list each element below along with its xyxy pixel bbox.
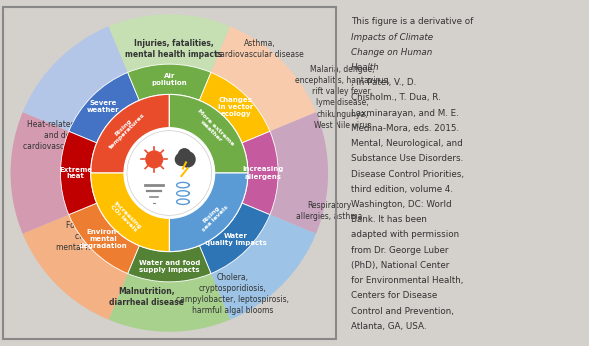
Text: Change on Human: Change on Human — [351, 48, 432, 57]
Text: third edition, volume 4.: third edition, volume 4. — [351, 185, 453, 194]
Wedge shape — [11, 112, 170, 234]
Text: Rising
sea levels: Rising sea levels — [197, 201, 229, 233]
Text: Water and food
supply impacts: Water and food supply impacts — [138, 260, 200, 273]
Wedge shape — [200, 72, 270, 143]
Text: Atlanta, GA, USA.: Atlanta, GA, USA. — [351, 322, 426, 331]
Text: Injuries, fatalities,
mental health impacts: Injuries, fatalities, mental health impa… — [125, 39, 223, 59]
Wedge shape — [170, 94, 248, 173]
Text: Respiratory
allergies, asthma: Respiratory allergies, asthma — [296, 201, 363, 221]
Text: Laxminarayan, and M. E.: Laxminarayan, and M. E. — [351, 109, 459, 118]
Wedge shape — [170, 173, 316, 320]
Text: Increasing
allergens: Increasing allergens — [243, 166, 284, 180]
Wedge shape — [91, 94, 170, 173]
Wedge shape — [128, 64, 211, 100]
Circle shape — [180, 152, 195, 167]
Text: Severe
weather: Severe weather — [87, 100, 120, 113]
Wedge shape — [22, 173, 170, 320]
Text: Malaria, dengue,
encephalitis, hantavirus,
rift valley fever,
lyme disease,
chik: Malaria, dengue, encephalitis, hantaviru… — [295, 65, 390, 130]
Circle shape — [178, 149, 190, 161]
Text: Water
quality impacts: Water quality impacts — [205, 233, 267, 246]
Wedge shape — [69, 203, 139, 274]
Text: Disease Control Priorities,: Disease Control Priorities, — [351, 170, 464, 179]
Text: Bank. It has been: Bank. It has been — [351, 215, 427, 224]
Text: for Environmental Health,: for Environmental Health, — [351, 276, 464, 285]
Text: Environ-
mental
degradation: Environ- mental degradation — [79, 229, 127, 249]
Text: adapted with permission: adapted with permission — [351, 230, 459, 239]
Text: Changes
in vector
ecology: Changes in vector ecology — [218, 97, 253, 117]
Circle shape — [176, 153, 187, 165]
Text: This figure is a derivative of: This figure is a derivative of — [351, 17, 474, 26]
Text: Heat-related illness
and death,
cardiovascular failure: Heat-related illness and death, cardiova… — [23, 120, 106, 151]
Text: Malnutrition,
diarrheal disease: Malnutrition, diarrheal disease — [109, 287, 184, 307]
Text: More extreme
weather: More extreme weather — [192, 108, 234, 151]
Text: Washington, DC: World: Washington, DC: World — [351, 200, 452, 209]
Circle shape — [91, 94, 248, 252]
Text: Asthma,
cardiovascular disease: Asthma, cardiovascular disease — [216, 39, 304, 59]
Wedge shape — [128, 246, 211, 282]
Text: , in Patel, V., D.: , in Patel, V., D. — [351, 78, 416, 87]
Text: Extreme
heat: Extreme heat — [59, 166, 92, 180]
Wedge shape — [108, 173, 230, 332]
Wedge shape — [200, 203, 270, 274]
Wedge shape — [242, 131, 278, 215]
Wedge shape — [91, 173, 170, 252]
Wedge shape — [170, 173, 248, 252]
Wedge shape — [170, 26, 316, 173]
Text: Health: Health — [351, 63, 380, 72]
Text: Impacts of Climate: Impacts of Climate — [351, 33, 434, 42]
Wedge shape — [170, 112, 328, 234]
Wedge shape — [61, 131, 97, 215]
Wedge shape — [69, 72, 139, 143]
Wedge shape — [108, 14, 230, 173]
Text: Air
pollution: Air pollution — [151, 73, 187, 86]
Circle shape — [146, 151, 163, 168]
Text: Centers for Disease: Centers for Disease — [351, 291, 438, 300]
Text: Medina-Mora, eds. 2015.: Medina-Mora, eds. 2015. — [351, 124, 459, 133]
Text: from Dr. George Luber: from Dr. George Luber — [351, 246, 449, 255]
Text: Increasing
CO₂ levels: Increasing CO₂ levels — [108, 200, 143, 234]
Text: Rising
temperatures: Rising temperatures — [105, 108, 147, 150]
Text: Control and Prevention,: Control and Prevention, — [351, 307, 454, 316]
Text: Mental, Neurological, and: Mental, Neurological, and — [351, 139, 463, 148]
Circle shape — [127, 131, 211, 215]
Text: Chisholm., T. Dua, R.: Chisholm., T. Dua, R. — [351, 93, 441, 102]
Text: Cholera,
cryptosporidiosis,
campylobacter, leptospirosis,
harmful algal blooms: Cholera, cryptosporidiosis, campylobacte… — [176, 273, 289, 315]
Text: (PhD), National Center: (PhD), National Center — [351, 261, 449, 270]
Wedge shape — [22, 26, 170, 173]
Text: Forced migration,
civil conflict,
mental health impacts: Forced migration, civil conflict, mental… — [56, 221, 143, 252]
Text: Substance Use Disorders.: Substance Use Disorders. — [351, 154, 464, 163]
